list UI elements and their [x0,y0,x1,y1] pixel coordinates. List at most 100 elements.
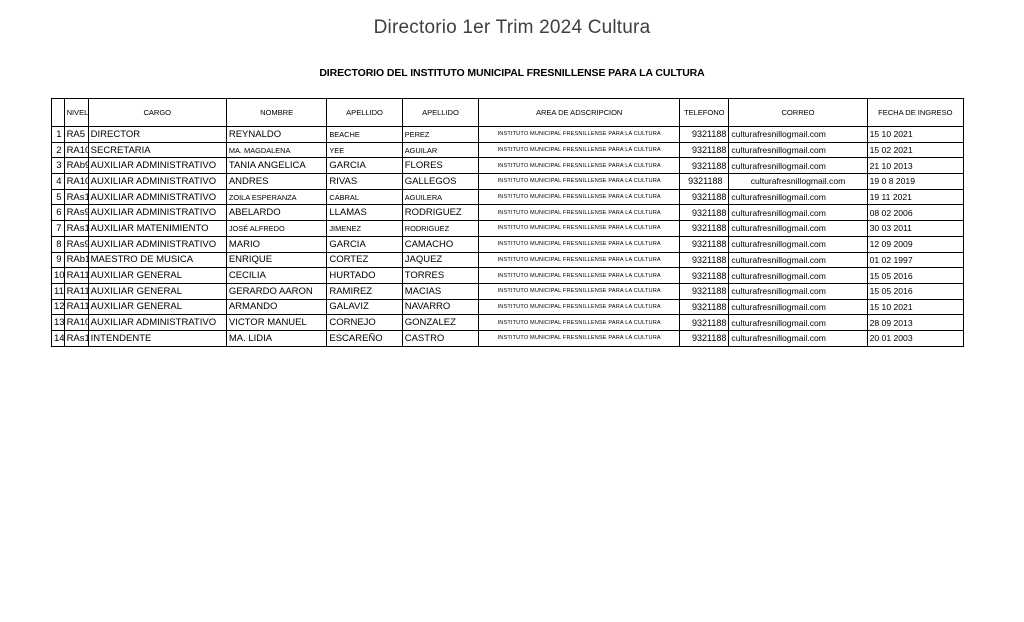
cell-telefono: 9321188 [679,157,730,175]
cell-area-adscripcion: INSTITUTO MUNICIPAL FRESNILLENSE PARA LA… [478,235,681,253]
cell-row-number: 9 [51,251,65,269]
cell-row-number: 7 [51,220,65,237]
cell-apellido-1: LLAMAS [326,204,403,222]
cell-area-adscripcion: INSTITUTO MUNICIPAL FRESNILLENSE PARA LA… [478,329,681,347]
table-row: 11 RA11 AUXILIAR GENERAL GERARDO AARON RAMIR… [51,282,965,300]
cell-apellido-1: BEACHE [326,126,403,143]
cell-apellido-2: JAQUEZ [401,251,480,269]
cell-cargo: AUXILIAR ADMINISTRATIVO [87,188,227,206]
table-row: 4 RA10 AUXILIAR ADMINISTRATIVO ANDRES RIVAS G… [51,173,965,190]
cell-correo: culturafresnillogmail.com [728,204,868,222]
cell-fecha-ingreso: 21 10 2013 [866,157,965,175]
cell-apellido-1: YEE [326,141,403,159]
cell-apellido-1: JIMENEZ [326,220,403,237]
cell-cargo: MAESTRO DE MUSICA [87,251,227,269]
column-header-apellido-2: APELLIDO [401,98,480,127]
cell-apellido-1: GALAVIZ [326,298,403,316]
column-header-nivel: NIVEL [63,98,89,127]
cell-correo: culturafresnillogmail.com [728,251,868,269]
cell-nombre: ANDRES [225,173,328,190]
cell-apellido-2: AGUILERA [401,188,480,206]
cell-apellido-1: CABRAL [326,188,403,206]
cell-area-adscripcion: INSTITUTO MUNICIPAL FRESNILLENSE PARA LA… [478,157,681,175]
cell-nivel: RA11 [63,298,89,316]
table-body: 1 RA5 DIRECTOR REYNALDO BEACHE PEREZ INSTITUTO… [51,126,965,347]
table-row: 12 RA11 AUXILIAR GENERAL ARMANDO GALAVIZ NAVA… [51,298,965,316]
cell-correo: culturafresnillogmail.com [728,282,868,300]
cell-nivel: RAs9 [63,235,89,253]
cell-telefono: 9321188 [679,282,730,300]
cell-nombre: VICTOR MANUEL [225,314,328,331]
cell-row-number: 14 [51,329,65,347]
cell-cargo: AUXILIAR GENERAL [87,267,227,284]
cell-telefono: 9321188 [679,141,730,159]
directory-table-container: NIVEL CARGO NOMBRE APELLIDO APELLIDO ARE… [51,98,965,347]
cell-apellido-1: GARCIA [326,235,403,253]
cell-area-adscripcion: INSTITUTO MUNICIPAL FRESNILLENSE PARA LA… [478,267,681,284]
cell-fecha-ingreso: 15 02 2021 [866,141,965,159]
cell-cargo: AUXILIAR ADMINISTRATIVO [87,204,227,222]
cell-area-adscripcion: INSTITUTO MUNICIPAL FRESNILLENSE PARA LA… [478,220,681,237]
cell-area-adscripcion: INSTITUTO MUNICIPAL FRESNILLENSE PARA LA… [478,298,681,316]
cell-fecha-ingreso: 15 10 2021 [866,298,965,316]
cell-nivel: RA5 [63,126,89,143]
cell-telefono: 9321188 [679,173,730,190]
cell-area-adscripcion: INSTITUTO MUNICIPAL FRESNILLENSE PARA LA… [478,251,681,269]
cell-fecha-ingreso: 20 01 2003 [866,329,965,347]
column-header-nombre: NOMBRE [225,98,328,127]
cell-nombre: ARMANDO [225,298,328,316]
cell-fecha-ingreso: 12 09 2009 [866,235,965,253]
table-header-row: NIVEL CARGO NOMBRE APELLIDO APELLIDO ARE… [51,98,965,127]
cell-nombre: MA. MAGDALENA [225,141,328,159]
column-header-correo: CORREO [728,98,868,127]
table-row: 3 RAb9 AUXILIAR ADMINISTRATIVO TANIA ANGELI… [51,157,965,175]
cell-area-adscripcion: INSTITUTO MUNICIPAL FRESNILLENSE PARA LA… [478,173,681,190]
cell-nivel: RAs11 [63,329,89,347]
cell-row-number: 6 [51,204,65,222]
cell-area-adscripcion: INSTITUTO MUNICIPAL FRESNILLENSE PARA LA… [478,188,681,206]
table-row: 10 RA11 AUXILIAR GENERAL CECILIA HURTADO TORR… [51,267,965,284]
column-header-fecha-ingreso: FECHA DE INGRESO [866,98,965,127]
cell-correo: culturafresnillogmail.com [728,267,868,284]
cell-correo: culturafresnillogmail.com [728,298,868,316]
table-row: 2 RA10 SECRETARIA MA. MAGDALENA YEE AGUILAR IN… [51,141,965,159]
cell-cargo: AUXILIAR ADMINISTRATIVO [87,157,227,175]
cell-row-number: 10 [51,267,65,284]
cell-fecha-ingreso: 19 11 2021 [866,188,965,206]
page-title: Directorio 1er Trim 2024 Cultura [373,17,651,38]
cell-telefono: 9321188 [679,188,730,206]
cell-cargo: SECRETARIA [87,141,227,159]
cell-apellido-2: CAMACHO [401,235,480,253]
cell-cargo: DIRECTOR [87,126,227,143]
cell-area-adscripcion: INSTITUTO MUNICIPAL FRESNILLENSE PARA LA… [478,204,681,222]
directory-table: NIVEL CARGO NOMBRE APELLIDO APELLIDO ARE… [51,98,965,347]
column-header-apellido-1: APELLIDO [326,98,403,127]
cell-apellido-2: AGUILAR [401,141,480,159]
cell-fecha-ingreso: 01 02 1997 [866,251,965,269]
cell-fecha-ingreso: 19 0 8 2019 [866,173,965,190]
cell-row-number: 12 [51,298,65,316]
cell-nombre: MARIO [225,235,328,253]
cell-apellido-1: HURTADO [326,267,403,284]
table-row: 1 RA5 DIRECTOR REYNALDO BEACHE PEREZ INSTITUTO… [51,126,965,143]
cell-apellido-1: RIVAS [326,173,403,190]
cell-cargo: AUXILIAR GENERAL [87,282,227,300]
cell-telefono: 9321188 [679,298,730,316]
cell-cargo: AUXILIAR ADMINISTRATIVO [87,235,227,253]
cell-nivel: RA10 [63,141,89,159]
cell-apellido-2: TORRES [401,267,480,284]
cell-nivel: RAb9 [63,157,89,175]
cell-fecha-ingreso: 15 10 2021 [866,126,965,143]
cell-cargo: AUXILIAR GENERAL [87,298,227,316]
cell-correo: culturafresnillogmail.com [728,173,868,190]
cell-telefono: 9321188 [679,126,730,143]
cell-apellido-1: RAMIREZ [326,282,403,300]
cell-apellido-1: GARCIA [326,157,403,175]
column-header-telefono: TELEFONO [679,98,730,127]
cell-row-number: 11 [51,282,65,300]
cell-nivel: RA10 [63,173,89,190]
cell-correo: culturafresnillogmail.com [728,329,868,347]
cell-telefono: 9321188 [679,314,730,331]
cell-correo: culturafresnillogmail.com [728,314,868,331]
